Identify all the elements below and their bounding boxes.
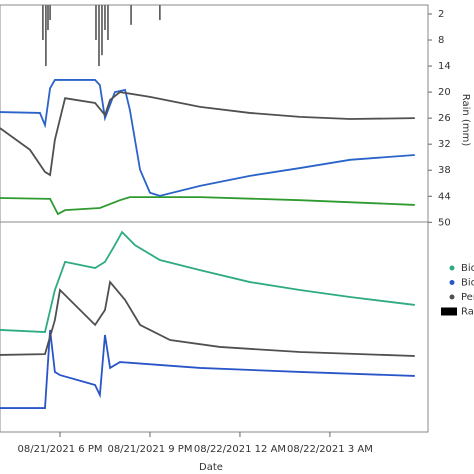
x-axis-title: Date bbox=[199, 462, 223, 473]
rain-bar bbox=[107, 5, 109, 41]
rain-bar bbox=[42, 5, 44, 41]
rain-bar bbox=[95, 5, 97, 41]
legend-label: Rai bbox=[461, 307, 474, 318]
x-tick-label: 08/21/2021 6 PM bbox=[17, 444, 102, 455]
y2-axis-title: Rain (mm) bbox=[460, 94, 471, 147]
rain-bar bbox=[98, 5, 100, 67]
y2-tick-label: 50 bbox=[438, 217, 451, 228]
y2-tick-label: 44 bbox=[438, 191, 451, 202]
y2-tick-label: 8 bbox=[438, 35, 444, 46]
legend-swatch bbox=[449, 265, 455, 271]
y2-tick-label: 32 bbox=[438, 139, 451, 150]
bottom-panel bbox=[0, 221, 429, 433]
rain-bar bbox=[47, 5, 49, 31]
y2-tick-label: 38 bbox=[438, 165, 451, 176]
rain-bar bbox=[130, 5, 132, 25]
data-line bbox=[0, 196, 415, 216]
x-tick-label: 08/21/2021 9 PM bbox=[107, 444, 192, 455]
data-line bbox=[0, 91, 415, 177]
legend-label: Bio bbox=[461, 263, 474, 274]
legend-label: Per bbox=[461, 292, 474, 303]
data-line bbox=[0, 79, 415, 197]
x-tick-label: 08/22/2021 12 AM bbox=[194, 444, 286, 455]
legend-label: Bio bbox=[461, 278, 474, 289]
rain-bar bbox=[159, 5, 161, 21]
data-line bbox=[0, 329, 415, 409]
top-panel bbox=[0, 4, 429, 223]
legend-swatch bbox=[441, 307, 457, 316]
rain-bar bbox=[104, 5, 106, 31]
data-line bbox=[0, 280, 415, 357]
legend-swatch bbox=[449, 280, 455, 285]
y2-tick-label: 26 bbox=[438, 113, 451, 124]
data-line bbox=[0, 230, 415, 333]
y2-tick-label: 14 bbox=[438, 61, 451, 72]
y2-tick-label: 20 bbox=[438, 87, 451, 98]
y2-tick-label: 2 bbox=[438, 9, 444, 20]
legend-swatch bbox=[449, 294, 455, 300]
rain-bar bbox=[101, 5, 103, 56]
rain-bar bbox=[45, 5, 47, 67]
x-tick-label: 08/22/2021 3 AM bbox=[287, 444, 373, 455]
rain-bar bbox=[49, 5, 51, 21]
